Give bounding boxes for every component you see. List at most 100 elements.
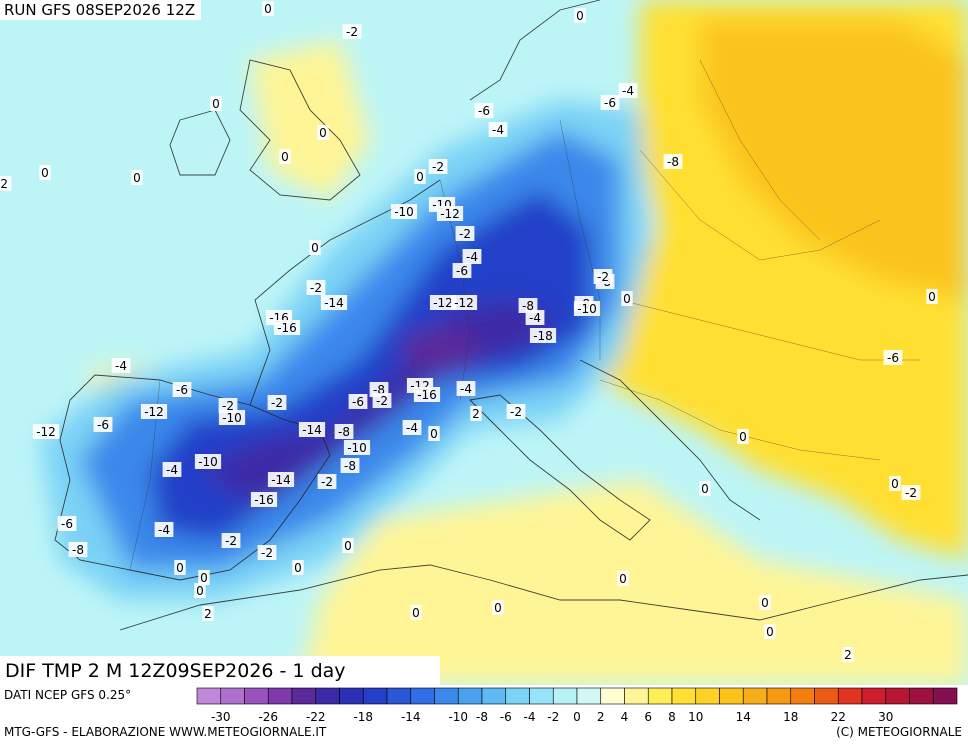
contour-label: -8 xyxy=(663,154,683,169)
svg-text:-6: -6 xyxy=(352,395,364,409)
legend-swatch xyxy=(766,687,792,705)
contour-label: 0 xyxy=(617,571,629,586)
svg-text:-4: -4 xyxy=(492,123,504,137)
contour-label: -6 xyxy=(883,350,903,365)
legend-swatch xyxy=(909,687,934,705)
legend-swatch xyxy=(719,687,744,705)
svg-text:-2: -2 xyxy=(222,399,234,413)
contour-label: -12 xyxy=(429,295,457,310)
legend-tick-label: -2 xyxy=(547,710,559,723)
legend-tick-label: -8 xyxy=(476,710,488,723)
svg-text:2: 2 xyxy=(204,607,212,621)
svg-text:-16: -16 xyxy=(254,493,274,507)
svg-text:0: 0 xyxy=(41,166,49,180)
svg-text:-4: -4 xyxy=(158,523,170,537)
contour-label: -10 xyxy=(573,301,601,316)
svg-text:-12: -12 xyxy=(36,425,56,439)
contour-label: -2 xyxy=(221,533,241,548)
legend-tick-label: 18 xyxy=(783,710,798,723)
contour-labels: -20000000-2-6-4-20-4-6-8-10-10-12-2-4-60… xyxy=(0,1,938,662)
contour-label: 0 xyxy=(279,149,291,164)
contour-label: -2 xyxy=(901,485,921,500)
contour-label: -10 xyxy=(194,454,222,469)
legend-tick-label: -10 xyxy=(448,710,468,723)
svg-text:-2: -2 xyxy=(432,160,444,174)
svg-text:-6: -6 xyxy=(176,383,188,397)
contour-label: -8 xyxy=(518,298,538,313)
svg-text:-14: -14 xyxy=(302,423,322,437)
contour-label: 2 xyxy=(470,406,482,421)
svg-text:-16: -16 xyxy=(277,321,297,335)
contour-label: 0 xyxy=(309,240,321,255)
contour-label: -2 xyxy=(306,280,326,295)
contour-label: -2 xyxy=(317,474,337,489)
cold-max-alps xyxy=(400,328,480,372)
svg-text:-2: -2 xyxy=(321,475,333,489)
svg-text:0: 0 xyxy=(294,561,302,575)
svg-text:-2: -2 xyxy=(225,534,237,548)
svg-text:-2: -2 xyxy=(597,270,609,284)
contour-label: -2 xyxy=(267,395,287,410)
svg-text:0: 0 xyxy=(196,584,204,598)
svg-text:-8: -8 xyxy=(522,299,534,313)
contour-label: -14 xyxy=(298,422,326,437)
contour-label: -2 xyxy=(428,159,448,174)
contour-label: -18 xyxy=(529,328,557,343)
coastline-adriatic xyxy=(579,359,761,521)
legend-tick-label: -26 xyxy=(258,710,278,723)
data-source: DATI NCEP GFS 0.25° xyxy=(4,688,132,702)
contour-label: -2 xyxy=(257,545,277,560)
contour-label: 0 xyxy=(699,481,711,496)
contour-label: -4 xyxy=(402,420,422,435)
svg-text:-4: -4 xyxy=(529,311,541,325)
contour-label: -8 xyxy=(340,458,360,473)
svg-text:0: 0 xyxy=(891,477,899,491)
svg-text:-12: -12 xyxy=(433,296,453,310)
legend-swatch xyxy=(576,687,602,705)
contour-label: 0 xyxy=(194,583,206,598)
svg-text:-2: -2 xyxy=(510,405,522,419)
svg-text:-4: -4 xyxy=(115,359,127,373)
contour-label: 0 xyxy=(889,476,901,491)
svg-text:0: 0 xyxy=(200,571,208,585)
svg-text:0: 0 xyxy=(133,171,141,185)
contour-label: -2 xyxy=(506,404,526,419)
contour-label: -6 xyxy=(600,95,620,110)
legend-tick-label: 14 xyxy=(736,710,751,723)
border-segment xyxy=(639,149,881,261)
contour-label: -4 xyxy=(154,522,174,537)
svg-text:-12: -12 xyxy=(144,405,164,419)
legend-swatch xyxy=(434,687,459,705)
legend-swatch xyxy=(457,687,483,705)
border-segment xyxy=(599,379,881,461)
svg-text:0: 0 xyxy=(766,625,774,639)
svg-text:-8: -8 xyxy=(373,383,385,397)
contour-label: 0 xyxy=(428,426,440,441)
svg-text:-4: -4 xyxy=(460,382,472,396)
contour-label: 0 xyxy=(414,169,426,184)
svg-text:0: 0 xyxy=(319,126,327,140)
svg-text:0: 0 xyxy=(623,292,631,306)
contour-label: -2 xyxy=(218,398,238,413)
map-title: DIF TMP 2 M 12Z09SEP2026 - 1 day xyxy=(0,656,440,686)
svg-text:0: 0 xyxy=(212,97,220,111)
coastline-uk xyxy=(239,59,361,201)
svg-text:-8: -8 xyxy=(72,543,84,557)
contour-label: -4 xyxy=(525,310,545,325)
legend-tick-label: 8 xyxy=(668,710,676,723)
contour-label: 2 xyxy=(202,606,214,621)
svg-text:0: 0 xyxy=(430,427,438,441)
contour-label: -4 xyxy=(462,249,482,264)
legend-swatch xyxy=(410,687,435,705)
legend-swatch xyxy=(861,687,887,705)
legend-swatch xyxy=(244,687,269,705)
contour-label: 2 xyxy=(842,647,854,662)
contour-label: -6 xyxy=(474,103,494,118)
svg-text:-8: -8 xyxy=(338,425,350,439)
contour-label: 0 xyxy=(198,570,210,585)
legend-swatch xyxy=(267,687,293,705)
svg-text:-16: -16 xyxy=(417,388,437,402)
legend-swatch xyxy=(600,687,625,705)
coastlines xyxy=(54,0,968,631)
svg-text:-4: -4 xyxy=(166,463,178,477)
